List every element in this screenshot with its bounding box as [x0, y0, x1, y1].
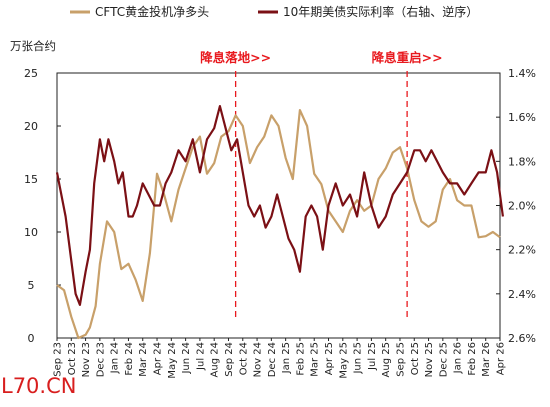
x-tick-text: Jun 24 — [181, 342, 192, 375]
x-tick-label: May 25 — [338, 342, 349, 379]
left-tick-label: 20 — [24, 120, 38, 133]
x-tick-text: Jul 24 — [195, 342, 206, 371]
x-tick-text: Aug 24 — [210, 342, 221, 377]
x-tick-text: Jul 25 — [367, 342, 378, 371]
series-line-1 — [56, 108, 501, 340]
x-tick-text: Jan 24 — [110, 342, 121, 374]
right-tick-label: 2.4% — [508, 288, 536, 301]
x-tick-text: Nov 25 — [424, 342, 435, 377]
right-tick-label: 2.0% — [508, 200, 536, 213]
x-tick-label: Jan 25 — [281, 342, 292, 374]
legend-label-2: 10年期美债实际利率（右轴、逆序） — [283, 4, 478, 19]
right-tick-label: 1.6% — [508, 111, 536, 124]
x-tick-label: Sep 25 — [395, 342, 406, 377]
x-tick-text: Aug 25 — [381, 342, 392, 377]
x-tick-text: Mar 24 — [138, 342, 149, 377]
x-tick-label: Feb 26 — [467, 342, 478, 376]
x-tick-label: Jul 25 — [367, 342, 378, 371]
x-tick-label: Mar 26 — [481, 342, 492, 377]
x-tick-text: Dec 24 — [267, 342, 278, 377]
x-tick-label: Nov 23 — [81, 342, 92, 377]
x-tick-label: Oct 23 — [67, 342, 78, 375]
x-tick-label: Dec 24 — [267, 342, 278, 377]
left-tick-label: 25 — [24, 67, 38, 80]
x-tick-label: May 24 — [167, 342, 178, 379]
left-tick-label: 0 — [28, 332, 35, 345]
series-line-2 — [55, 104, 504, 306]
legend-label-1: CFTC黄金投机净多头 — [95, 4, 209, 19]
right-tick-label: 2.6% — [508, 332, 536, 345]
x-tick-text: Oct 24 — [238, 342, 249, 375]
x-tick-text: Oct 25 — [410, 342, 421, 375]
x-tick-label: Jul 24 — [195, 342, 206, 371]
x-tick-text: Jan 26 — [453, 342, 464, 374]
x-tick-text: Mar 26 — [481, 342, 492, 377]
x-tick-text: Sep 25 — [395, 342, 406, 377]
axes: 0 5 10 15 20 25 1.4% 1.6% 1.8% 2.0% 2.2% 2.4% 2.6% Se… — [24, 67, 536, 379]
x-tick-label: Apr 24 — [153, 342, 164, 375]
right-tick-label: 1.4% — [508, 67, 536, 80]
right-tick-label: 1.8% — [508, 155, 536, 168]
x-tick-label: Mar 24 — [138, 342, 149, 377]
legend: CFTC黄金投机净多头 10年期美债实际利率（右轴、逆序） — [70, 4, 478, 19]
x-tick-label: Nov 25 — [424, 342, 435, 377]
x-tick-text: Feb 25 — [295, 342, 306, 376]
x-tick-text: May 25 — [338, 342, 349, 379]
x-tick-text: Dec 25 — [438, 342, 449, 377]
watermark: L70.CN — [1, 374, 77, 398]
left-tick-label: 15 — [24, 173, 38, 186]
x-tick-text: Jan 25 — [281, 342, 292, 374]
right-tick-label: 2.2% — [508, 244, 536, 257]
annotation-label: 降息重启>> — [372, 50, 443, 65]
left-tick-label: 5 — [28, 279, 35, 292]
x-tick-label: Jan 26 — [453, 342, 464, 374]
x-tick-label: Nov 24 — [253, 342, 264, 377]
x-tick-text: Nov 24 — [253, 342, 264, 377]
x-tick-text: Apr 26 — [496, 342, 507, 375]
x-tick-text: Jun 25 — [353, 342, 364, 375]
x-tick-label: Oct 25 — [410, 342, 421, 375]
x-tick-label: Mar 25 — [310, 342, 321, 377]
x-tick-text: Mar 25 — [310, 342, 321, 377]
x-tick-text: Oct 23 — [67, 342, 78, 375]
x-tick-text: Feb 24 — [124, 342, 135, 376]
x-tick-label: Dec 23 — [95, 342, 106, 377]
x-tick-text: May 24 — [167, 342, 178, 379]
plot-frame — [56, 72, 501, 339]
x-tick-label: Apr 26 — [496, 342, 507, 375]
x-tick-label: Oct 24 — [238, 342, 249, 375]
x-tick-text: Apr 25 — [324, 342, 335, 375]
series-lines — [55, 104, 504, 340]
x-tick-label: Apr 25 — [324, 342, 335, 375]
x-tick-label: Sep 24 — [224, 342, 235, 377]
x-tick-label: Sep 23 — [53, 342, 64, 377]
annotations: 降息落地>> 降息重启>> — [200, 50, 443, 318]
x-tick-label: Dec 25 — [438, 342, 449, 377]
x-tick-text: Sep 24 — [224, 342, 235, 377]
annotation-label: 降息落地>> — [200, 50, 271, 65]
x-tick-text: Dec 23 — [95, 342, 106, 377]
x-tick-text: Sep 23 — [53, 342, 64, 377]
x-tick-text: Feb 26 — [467, 342, 478, 376]
x-tick-label: Jan 24 — [110, 342, 121, 374]
x-tick-label: Aug 25 — [381, 342, 392, 377]
x-tick-label: Feb 25 — [295, 342, 306, 376]
left-tick-label: 10 — [24, 226, 38, 239]
x-tick-text: Apr 24 — [153, 342, 164, 375]
x-tick-label: Feb 24 — [124, 342, 135, 376]
x-tick-label: Jun 24 — [181, 342, 192, 375]
x-tick-text: Nov 23 — [81, 342, 92, 377]
left-axis-unit: 万张合约 — [10, 39, 56, 53]
x-tick-label: Aug 24 — [210, 342, 221, 377]
x-tick-label: Jun 25 — [353, 342, 364, 375]
